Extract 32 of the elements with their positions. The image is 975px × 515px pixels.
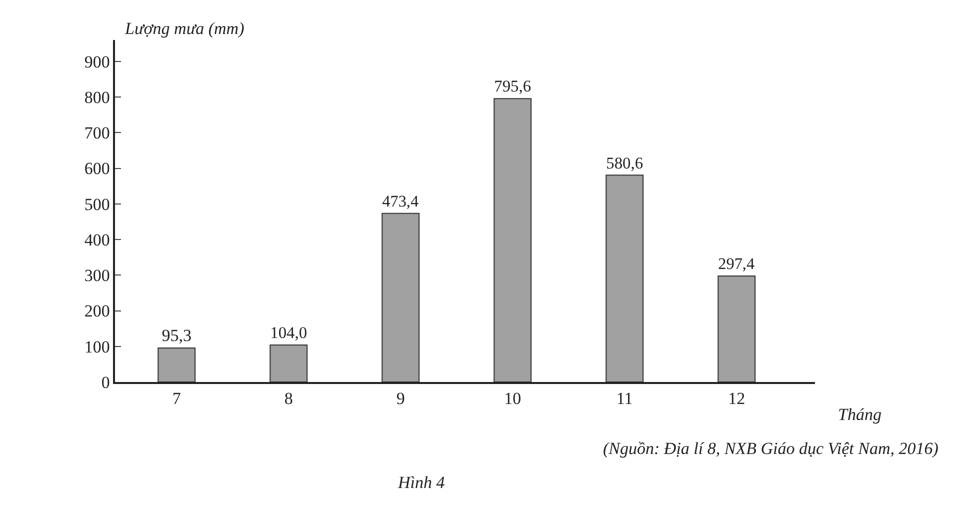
y-tick-label: 0 <box>101 372 110 392</box>
y-tick-label: 500 <box>84 194 110 214</box>
y-axis-title: Lượng mưa (mm) <box>124 19 245 38</box>
x-tick-label: 7 <box>172 389 182 408</box>
data-label: 297,4 <box>718 255 755 274</box>
y-tick-label: 900 <box>84 52 110 72</box>
y-tick-label: 700 <box>84 124 110 143</box>
bar <box>606 174 644 382</box>
text: (Nguồn: Địa lí 8, NXB Giáo dục Việt Nam, 2016) <box>603 439 939 458</box>
text: Hình 4 <box>397 473 446 492</box>
x-tick-label: 8 <box>284 389 293 408</box>
y-tick-label: 800 <box>84 88 110 107</box>
x-tick-label: 11 <box>616 389 633 408</box>
x-tick-label: 10 <box>504 389 522 408</box>
bar <box>718 276 756 382</box>
y-tick-label: 100 <box>84 337 110 356</box>
y-tick-label: 400 <box>84 230 110 250</box>
data-label: 95,3 <box>162 326 192 346</box>
x-tick-label: 12 <box>728 389 746 408</box>
y-tick-label: 300 <box>84 266 110 286</box>
data-label: 580,6 <box>606 153 644 172</box>
y-tick-label: 200 <box>84 302 110 321</box>
data-label: 473,4 <box>382 192 419 211</box>
bar <box>494 98 532 382</box>
bar <box>270 344 308 382</box>
x-axis-title: Tháng <box>838 405 882 424</box>
bar <box>158 348 196 382</box>
data-label: 795,6 <box>494 76 532 96</box>
y-tick-label: 600 <box>84 159 110 178</box>
data-label: 104,0 <box>270 323 308 342</box>
x-tick-label: 9 <box>396 389 405 408</box>
bar <box>382 212 420 382</box>
